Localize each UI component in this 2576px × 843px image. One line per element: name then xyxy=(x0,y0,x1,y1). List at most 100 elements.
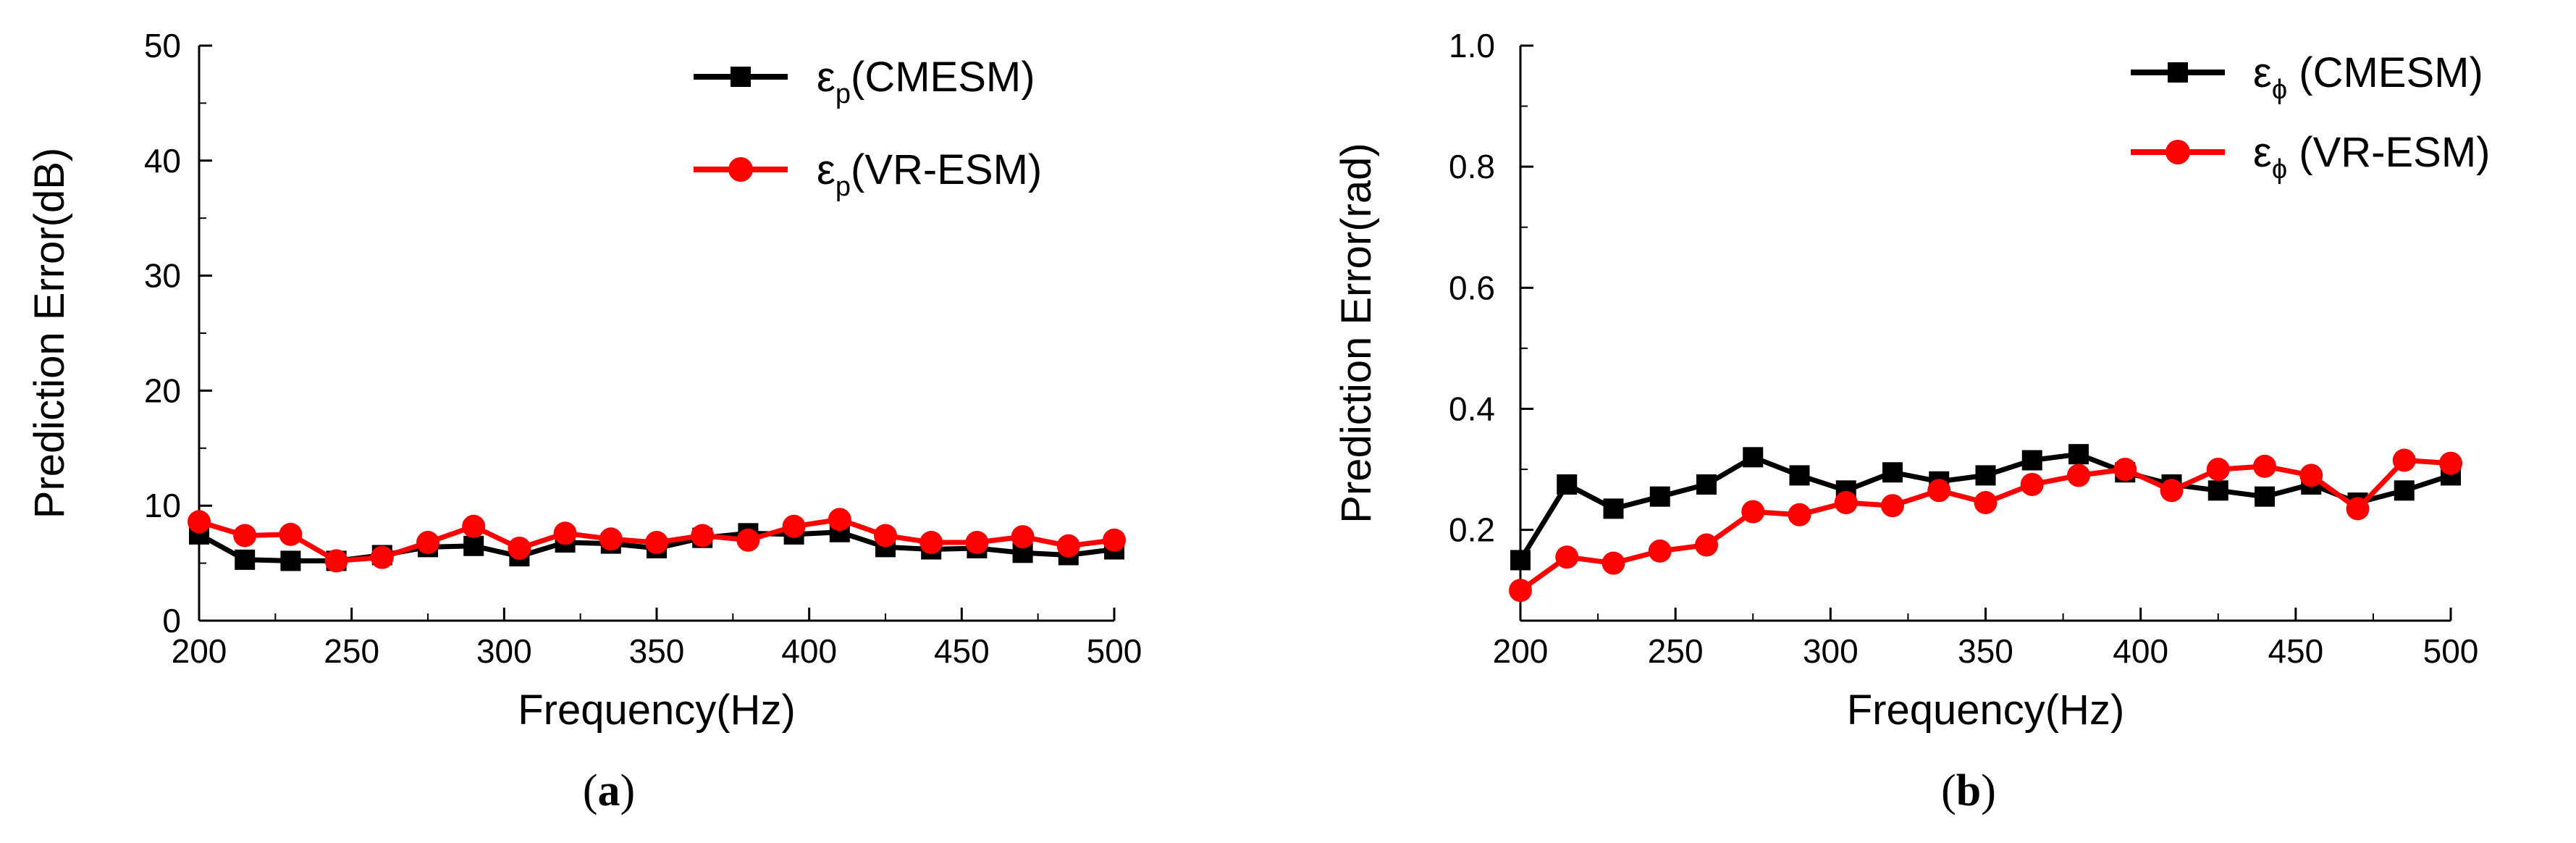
x-tick-label: 350 xyxy=(629,632,685,670)
legend-item: εp(CMESM) xyxy=(694,54,1035,109)
data-point xyxy=(280,550,301,571)
data-point xyxy=(2299,464,2323,487)
x-tick-label: 250 xyxy=(1648,632,1704,670)
data-point xyxy=(2068,444,2089,465)
data-point xyxy=(2020,472,2044,496)
data-point xyxy=(1882,462,1903,483)
data-point xyxy=(463,535,484,556)
data-point xyxy=(2160,479,2184,503)
data-point xyxy=(874,524,897,548)
data-point xyxy=(599,527,623,551)
x-axis-label: Frequency(Hz) xyxy=(1847,687,2125,734)
data-point xyxy=(691,524,715,548)
legend-label: εϕ (CMESM) xyxy=(2253,49,2483,105)
legend-label: εp(VR-ESM) xyxy=(817,146,1042,202)
data-point xyxy=(1789,465,1810,486)
legend-marker xyxy=(728,157,753,182)
data-point xyxy=(1510,550,1531,571)
legend-marker xyxy=(2165,140,2190,164)
y-tick-label: 0.6 xyxy=(1449,269,1495,306)
legend-item: εϕ (VR-ESM) xyxy=(2131,129,2490,185)
x-tick-label: 200 xyxy=(1493,632,1549,670)
data-point xyxy=(2113,458,2137,482)
data-point xyxy=(279,522,303,546)
x-tick-label: 300 xyxy=(1803,632,1859,670)
legend-item: εp(VR-ESM) xyxy=(694,146,1042,202)
data-point xyxy=(919,531,943,555)
x-tick-label: 450 xyxy=(2268,632,2323,670)
data-point xyxy=(1975,465,1996,486)
series-vr-esm xyxy=(1509,448,2462,603)
data-point xyxy=(782,514,806,538)
y-tick-label: 30 xyxy=(144,257,181,295)
data-point xyxy=(828,508,851,532)
x-tick-label: 400 xyxy=(781,632,837,670)
legend-marker xyxy=(731,67,751,87)
legend-label: εϕ (VR-ESM) xyxy=(2253,129,2490,185)
x-tick-label: 400 xyxy=(2113,632,2168,670)
data-point xyxy=(1649,486,1670,507)
chart-panel-b: 200 250 300 350 400 450 500 0.2 0.4 0.6 0.8 1.0 Freq… xyxy=(1333,27,2490,815)
legend-item: εϕ (CMESM) xyxy=(2131,49,2483,105)
panel-label: (b) xyxy=(1941,766,1996,815)
data-point xyxy=(2392,448,2416,472)
x-axis-label: Frequency(Hz) xyxy=(518,687,796,734)
data-point xyxy=(508,536,531,560)
x-tick-label: 300 xyxy=(476,632,532,670)
data-point xyxy=(1648,539,1672,563)
data-point xyxy=(1011,525,1035,549)
data-point xyxy=(235,549,256,570)
y-tick-label: 40 xyxy=(144,142,181,180)
data-point xyxy=(1788,503,1811,527)
y-tick-label: 0 xyxy=(162,602,181,639)
data-point xyxy=(645,531,668,555)
chart-panel-a: 200 250 300 350 400 450 500 0 10 20 30 40 50 Frequenc… xyxy=(26,27,1142,815)
data-point xyxy=(2021,450,2042,471)
data-point xyxy=(370,545,394,569)
y-axis-label: Prediction Error(dB) xyxy=(26,148,73,519)
data-point xyxy=(553,521,577,545)
y-tick-label: 0.4 xyxy=(1449,390,1495,427)
x-tick-label: 200 xyxy=(172,632,227,670)
data-point xyxy=(1603,498,1624,519)
x-tick-label: 500 xyxy=(1087,632,1142,670)
y-tick-label: 1.0 xyxy=(1449,27,1495,64)
x-tick-label: 250 xyxy=(324,632,379,670)
data-point xyxy=(324,549,348,573)
y-tick-label: 50 xyxy=(144,27,181,64)
data-point xyxy=(1103,528,1126,552)
y-tick-label: 0.8 xyxy=(1449,148,1495,185)
data-point xyxy=(2253,454,2276,478)
data-point xyxy=(1974,491,1998,515)
data-point xyxy=(1557,474,1578,495)
data-point xyxy=(1743,447,1764,468)
data-point xyxy=(233,524,257,548)
y-tick-label: 20 xyxy=(144,372,181,409)
series-vr-esm xyxy=(188,508,1126,573)
data-point xyxy=(1741,500,1765,524)
data-point xyxy=(416,531,439,555)
legend-label: εp(CMESM) xyxy=(817,54,1035,109)
data-point xyxy=(1555,545,1579,569)
data-point xyxy=(1881,494,1904,518)
data-point xyxy=(1834,491,1858,515)
data-point xyxy=(2346,497,2370,521)
legend-marker xyxy=(2168,62,2188,83)
data-point xyxy=(2206,458,2230,482)
panel-label: (a) xyxy=(583,766,635,815)
y-tick-label: 0.2 xyxy=(1449,511,1495,549)
y-axis-label: Prediction Error(rad) xyxy=(1333,143,1380,523)
data-point xyxy=(188,510,211,534)
data-point xyxy=(1056,534,1080,558)
data-point xyxy=(1601,551,1625,575)
x-tick-label: 500 xyxy=(2423,632,2479,670)
data-point xyxy=(965,531,989,555)
x-tick-label: 450 xyxy=(934,632,990,670)
data-point xyxy=(2067,464,2090,487)
x-tick-label: 350 xyxy=(1958,632,2013,670)
data-point xyxy=(1927,479,1951,503)
data-point xyxy=(2207,480,2228,501)
y-tick-label: 10 xyxy=(144,487,181,524)
data-point xyxy=(736,528,760,552)
